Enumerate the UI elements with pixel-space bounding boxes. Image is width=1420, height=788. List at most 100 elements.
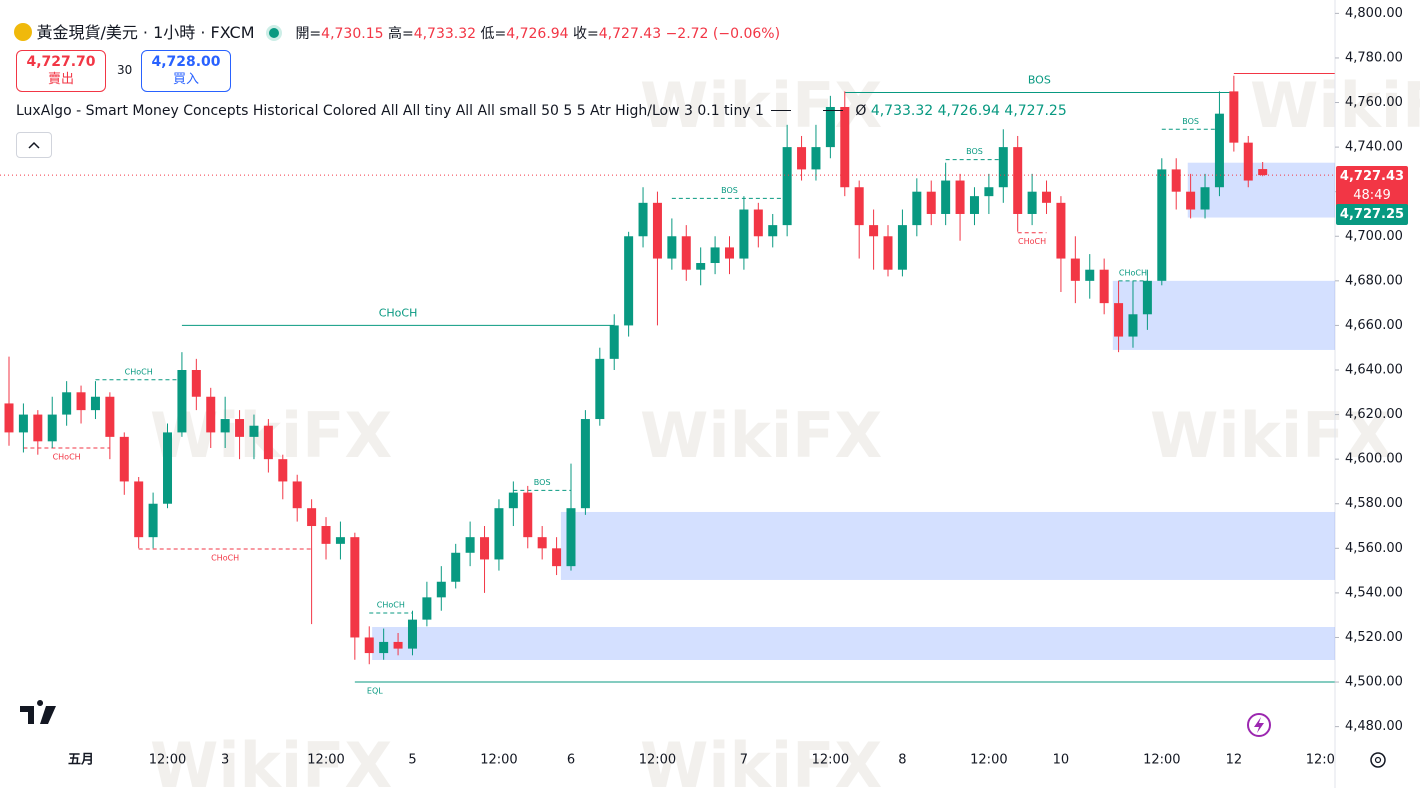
order-block — [560, 511, 1335, 580]
change: −2.72 (−0.06%) — [665, 26, 781, 42]
candle-body — [1114, 303, 1124, 337]
watermark: WikiFX — [150, 729, 392, 788]
candle-body — [984, 187, 994, 197]
candle-body — [33, 414, 43, 442]
candle-body — [480, 537, 490, 560]
low-value: 4,726.94 — [506, 26, 569, 42]
x-tick-label: 12:00 — [812, 753, 849, 768]
candle-body — [307, 508, 317, 527]
candle-body — [912, 191, 922, 226]
candle-body — [451, 552, 461, 582]
buy-button[interactable]: 4,728.00 買入 — [141, 50, 231, 92]
candle-body — [825, 106, 835, 148]
candle-body — [407, 619, 417, 649]
candle-body — [1013, 147, 1023, 214]
candle-body — [1056, 202, 1066, 259]
candle-body — [177, 370, 187, 433]
x-tick-label: 12:0 — [1306, 753, 1335, 768]
alert-icon — [1247, 713, 1271, 737]
candle-body — [508, 492, 518, 509]
last-price-tag: 4,727.43 48:49 — [1336, 166, 1408, 208]
y-tick-label: 4,480.00 — [1345, 719, 1403, 734]
candle-body — [364, 637, 374, 654]
candle-body — [1186, 191, 1196, 210]
open-value: 4,730.15 — [321, 26, 384, 42]
collapse-icon — [28, 141, 40, 149]
candle-body — [335, 537, 345, 544]
candle-body — [811, 147, 821, 170]
structure-label: EQL — [367, 687, 383, 696]
candle-body — [321, 526, 331, 544]
x-tick-label: 12 — [1226, 753, 1243, 768]
structure-label: BOS — [966, 147, 983, 156]
y-tick-label: 4,760.00 — [1345, 95, 1403, 110]
candle-body — [753, 209, 763, 237]
indicator-bar: LuxAlgo - Smart Money Concepts Historica… — [16, 103, 1067, 119]
candle-body — [47, 414, 57, 442]
x-tick-label: 12:00 — [1143, 753, 1180, 768]
watermark: WikiFX — [640, 729, 882, 788]
candle-body — [1085, 269, 1095, 281]
collapse-button[interactable] — [16, 132, 52, 158]
candle-body — [119, 436, 129, 482]
indicator-dash — [771, 110, 792, 111]
structure-label: BOS — [1182, 117, 1199, 126]
last-price: 4,727.43 — [1339, 169, 1405, 184]
candle-body — [163, 432, 173, 504]
candle-body — [537, 537, 547, 549]
buy-price: 4,728.00 — [151, 54, 221, 70]
candle-body — [18, 414, 28, 433]
sell-button[interactable]: 4,727.70 賣出 — [16, 50, 106, 92]
candle-body — [1214, 113, 1224, 188]
candle-body — [739, 209, 749, 259]
candle-body — [1258, 169, 1268, 176]
x-tick-label: 12:00 — [307, 753, 344, 768]
candle-body — [1200, 187, 1210, 210]
y-tick-label: 4,780.00 — [1345, 50, 1403, 65]
symbol[interactable]: 黃金現貨/美元 · 1小時 · FXCM — [36, 23, 255, 42]
candle-body — [1027, 191, 1037, 214]
x-tick-label: 7 — [740, 753, 748, 768]
candle-body — [681, 236, 691, 270]
structure-label: BOS — [721, 186, 738, 195]
y-tick-label: 4,680.00 — [1345, 273, 1403, 288]
indicator-price-tag: 4,727.25 — [1336, 204, 1408, 225]
x-tick-label: 6 — [567, 753, 575, 768]
candle-body — [4, 403, 14, 433]
candle-body — [1099, 269, 1109, 304]
candle-body — [696, 263, 706, 270]
candle-body — [62, 392, 72, 415]
symbol-bar: 黃金現貨/美元 · 1小時 · FXCM 開=4,730.15 高=4,733.… — [14, 19, 780, 43]
y-tick-label: 4,640.00 — [1345, 363, 1403, 378]
indicator-name[interactable]: LuxAlgo - Smart Money Concepts Historica… — [16, 103, 764, 119]
tv-logo — [20, 700, 56, 724]
candle-body — [90, 396, 100, 411]
indicator-dash — [822, 110, 843, 111]
candle-body — [854, 187, 864, 226]
low-label: 低= — [480, 26, 507, 42]
candle-body — [1243, 142, 1253, 181]
candle-body — [393, 641, 403, 649]
candle-body — [869, 225, 879, 237]
status-dot — [268, 28, 279, 38]
sell-label: 賣出 — [47, 72, 74, 87]
candle-body — [969, 196, 979, 214]
candle-body — [552, 548, 562, 567]
y-tick-label: 4,740.00 — [1345, 140, 1403, 155]
order-block — [372, 626, 1336, 660]
x-tick-label: 10 — [1053, 753, 1070, 768]
y-tick-label: 4,800.00 — [1345, 6, 1403, 21]
settings-icon — [1370, 752, 1386, 768]
candle-body — [494, 508, 504, 560]
open-label: 開= — [295, 26, 322, 42]
high-label: 高= — [387, 26, 414, 42]
candle-body — [235, 419, 245, 437]
candle-body — [1070, 258, 1080, 281]
watermark: WikiFX — [1150, 399, 1392, 472]
high-value: 4,733.32 — [413, 26, 477, 42]
x-tick-label: 8 — [898, 753, 906, 768]
candle-body — [580, 419, 590, 509]
y-tick-label: 4,660.00 — [1345, 318, 1403, 333]
candle-body — [768, 225, 778, 237]
